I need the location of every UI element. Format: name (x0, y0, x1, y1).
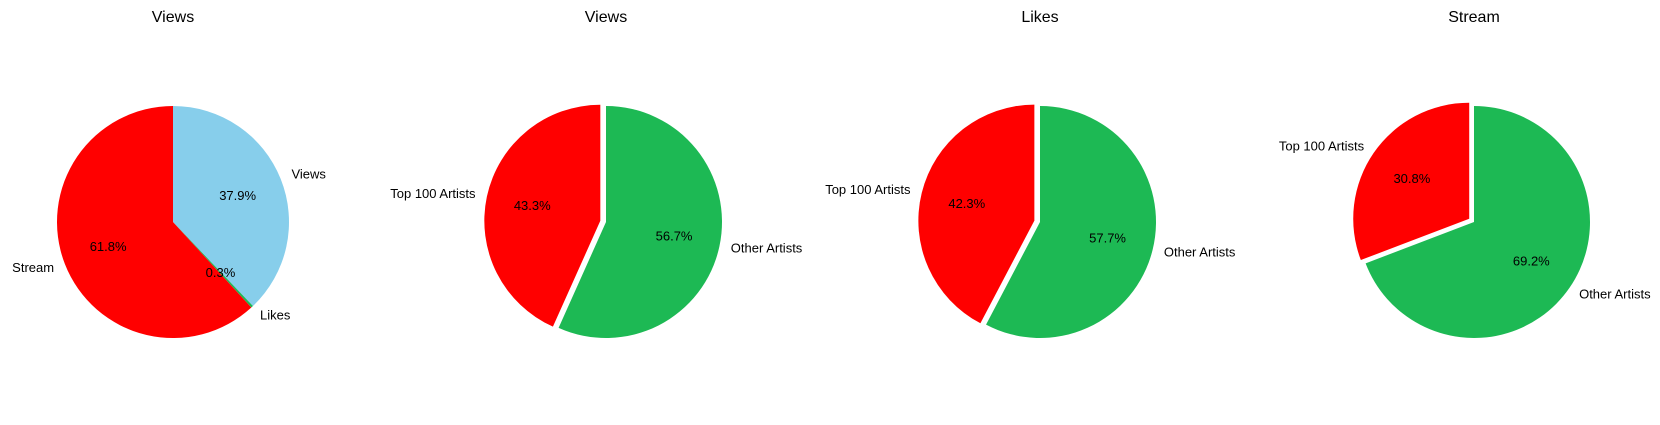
pie-panel-1: Views 37.9% Views 0.3% Likes 61.8% Stream (12, 9, 326, 338)
pie-panel-3: Likes 57.7% Other Artists 42.3% Top 100 Art… (825, 9, 1236, 338)
pie-slice-views (173, 106, 289, 307)
slice-percent-label: 69.2% (1513, 253, 1550, 268)
chart-title: Likes (1021, 9, 1058, 26)
slice-category-label: Stream (12, 260, 54, 275)
slice-percent-label: 0.3% (206, 265, 236, 280)
slice-percent-label: 37.9% (219, 188, 256, 203)
slice-category-label: Other Artists (1164, 245, 1236, 260)
slice-category-label: Likes (260, 307, 291, 322)
slice-category-label: Other Artists (731, 241, 803, 256)
slice-category-label: Top 100 Artists (1279, 138, 1365, 153)
pie-slice-likes (173, 222, 253, 308)
pie-slice-top-100-artists (1353, 102, 1470, 261)
slice-category-label: Top 100 Artists (825, 182, 911, 197)
pie-slice-top-100-artists (484, 104, 601, 327)
slice-percent-label: 61.8% (90, 239, 127, 254)
pie-slice-other-artists (558, 106, 722, 338)
pie-panel-4: Stream 69.2% Other Artists 30.8% Top 100 Ar… (1279, 9, 1651, 338)
slice-percent-label: 57.7% (1089, 231, 1126, 246)
slice-percent-label: 43.3% (514, 198, 551, 213)
chart-title: Stream (1448, 9, 1500, 26)
slice-percent-label: 56.7% (656, 229, 693, 244)
slice-category-label: Other Artists (1579, 286, 1651, 301)
chart-title: Views (585, 9, 627, 26)
pie-slice-other-artists (986, 106, 1157, 338)
slice-percent-label: 42.3% (948, 196, 985, 211)
chart-title: Views (152, 9, 194, 26)
pie-panel-2: Views 56.7% Other Artists 43.3% Top 100 Art… (390, 9, 803, 338)
pie-slice-top-100-artists (918, 104, 1035, 324)
pie-slice-other-artists (1365, 106, 1590, 338)
pie-slice-stream (56, 106, 252, 338)
slice-category-label: Views (291, 167, 326, 182)
slice-percent-label: 30.8% (1393, 171, 1430, 186)
slice-category-label: Top 100 Artists (390, 186, 476, 201)
